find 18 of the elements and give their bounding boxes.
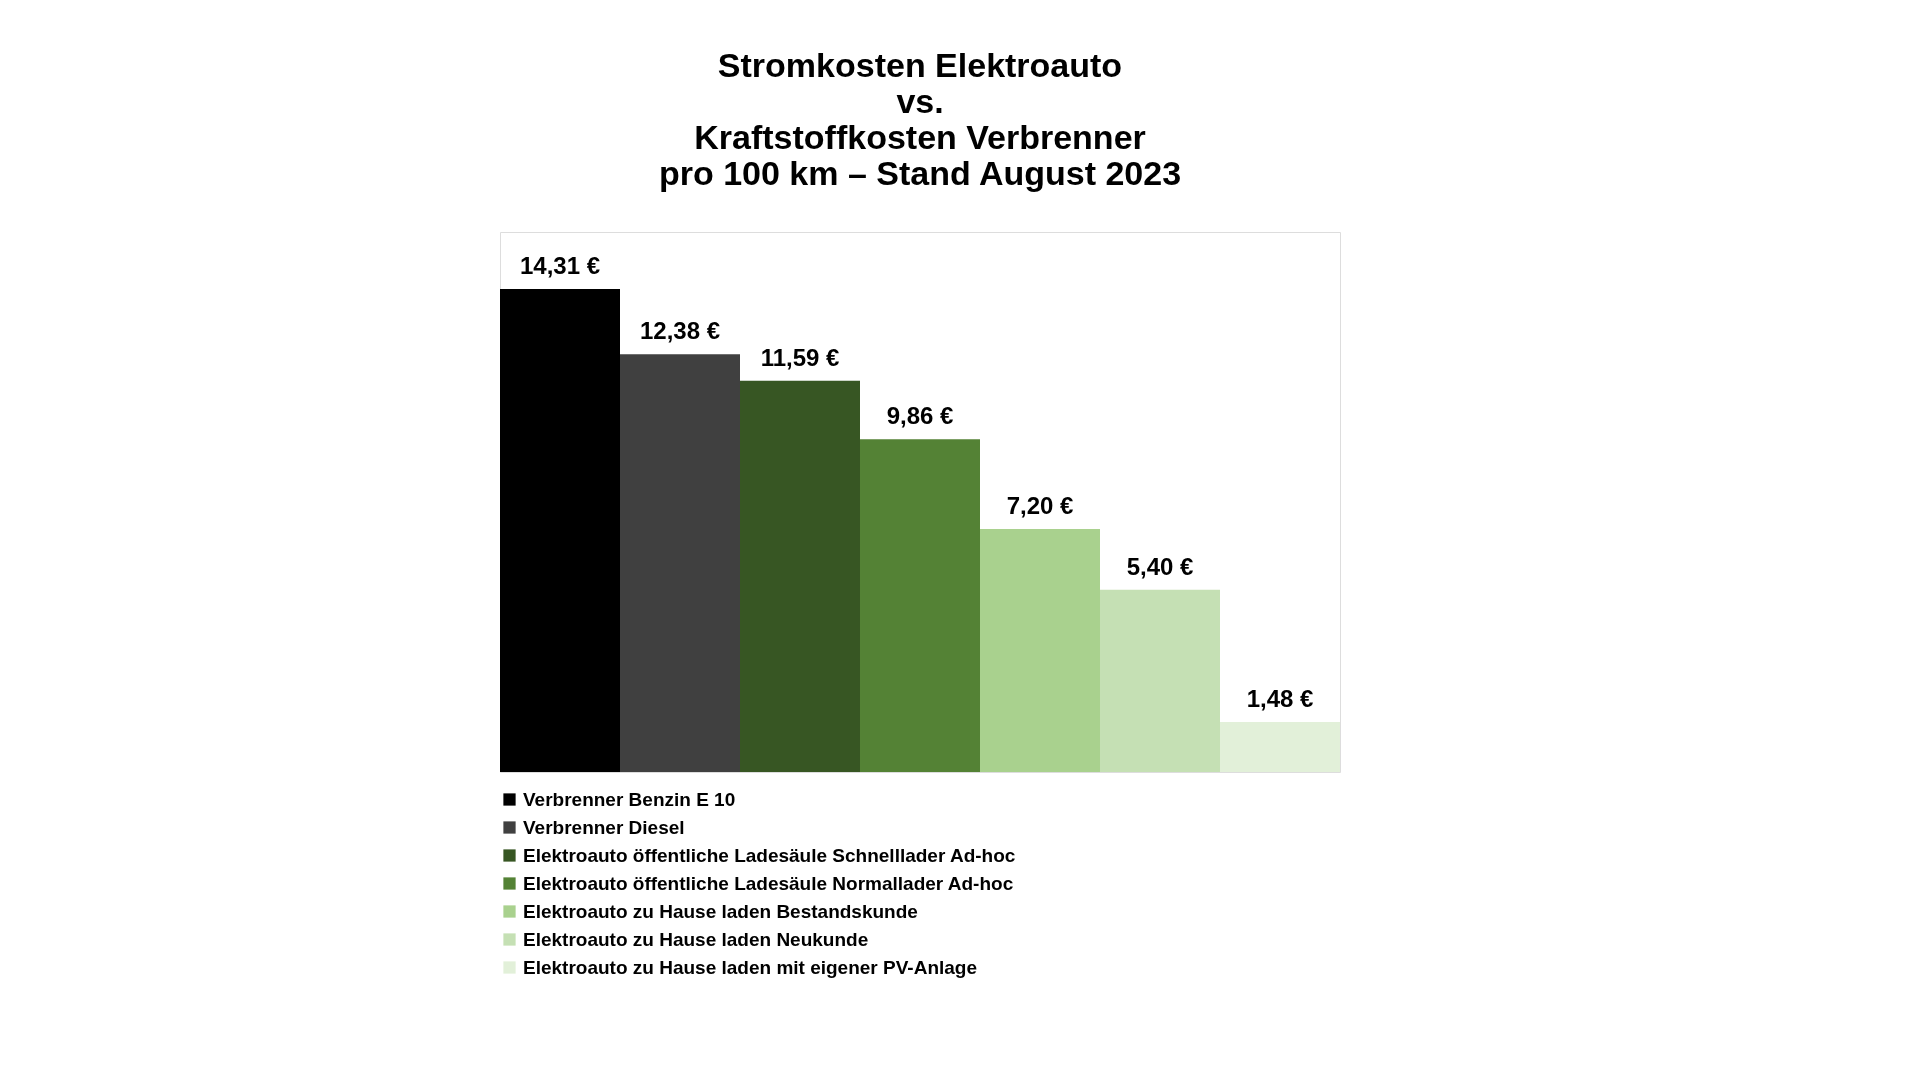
legend-label: Verbrenner Diesel xyxy=(523,816,685,838)
text: Stromkosten Elektroauto xyxy=(717,46,1123,84)
data-label: 9,86 € xyxy=(886,402,954,430)
data-label: 5,40 € xyxy=(1126,552,1194,580)
data-label: 12,38 € xyxy=(639,317,721,345)
legend-label: Elektroauto zu Hause laden mit eigener PV-Anlage xyxy=(523,956,978,978)
data-label: 7,20 € xyxy=(1006,492,1074,519)
data-label: 1,48 € xyxy=(1246,685,1314,713)
data-label: 11,59 € xyxy=(760,343,840,371)
data-label: 14,31 € xyxy=(519,252,601,280)
legend-label: Elektroauto öffentliche Ladesäule Normallader Ad-hoc xyxy=(523,872,1014,894)
text: vs. xyxy=(896,82,944,120)
legend-label: Elektroauto zu Hause laden Bestandskunde xyxy=(523,900,918,922)
text: pro 100 km – Stand August 2023 xyxy=(658,154,1182,192)
text: Kraftstoffkosten Verbrenner xyxy=(694,118,1146,156)
legend-label: Elektroauto öffentliche Ladesäule Schnelllader Ad-hoc xyxy=(523,844,1016,866)
legend-label: Verbrenner Benzin E 10 xyxy=(523,788,736,810)
legend-label: Elektroauto zu Hause laden Neukunde xyxy=(523,928,869,950)
